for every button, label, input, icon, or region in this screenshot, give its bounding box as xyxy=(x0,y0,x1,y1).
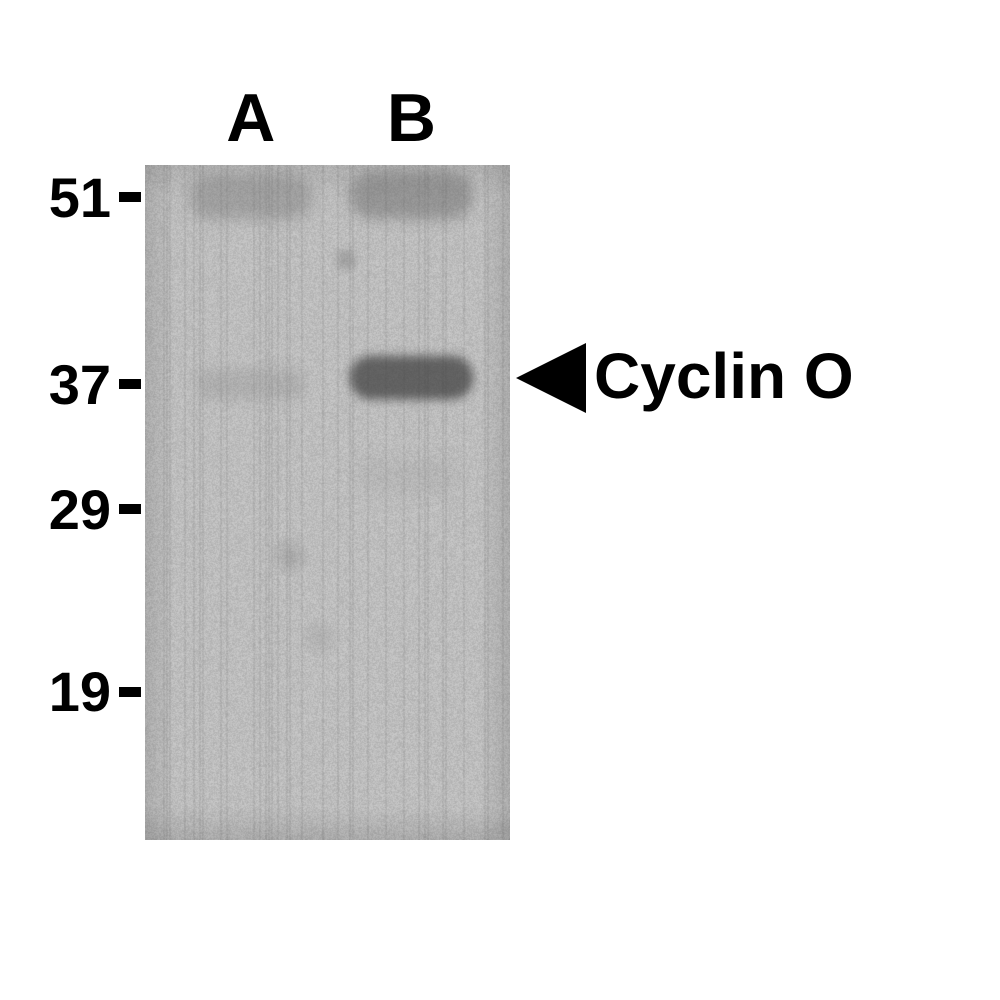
marker-51: 51 xyxy=(0,165,111,230)
marker-value: 19 xyxy=(49,660,111,723)
marker-value: 51 xyxy=(49,166,111,229)
marker-value: 29 xyxy=(49,478,111,541)
lane-label-b: B xyxy=(381,79,442,157)
marker-37: 37 xyxy=(0,352,111,417)
blot-membrane xyxy=(145,165,510,840)
marker-dash-37 xyxy=(119,379,141,389)
target-label: Cyclin O xyxy=(594,339,854,413)
target-arrow-icon xyxy=(516,343,586,413)
marker-19: 19 xyxy=(0,659,111,724)
marker-dash-19 xyxy=(119,687,141,697)
marker-29: 29 xyxy=(0,477,111,542)
marker-value: 37 xyxy=(49,353,111,416)
lane-label-a: A xyxy=(220,79,281,157)
marker-dash-51 xyxy=(119,192,141,202)
marker-dash-29 xyxy=(119,504,141,514)
western-blot-figure: A B 51 37 29 19 Cyclin O xyxy=(0,0,1000,1000)
